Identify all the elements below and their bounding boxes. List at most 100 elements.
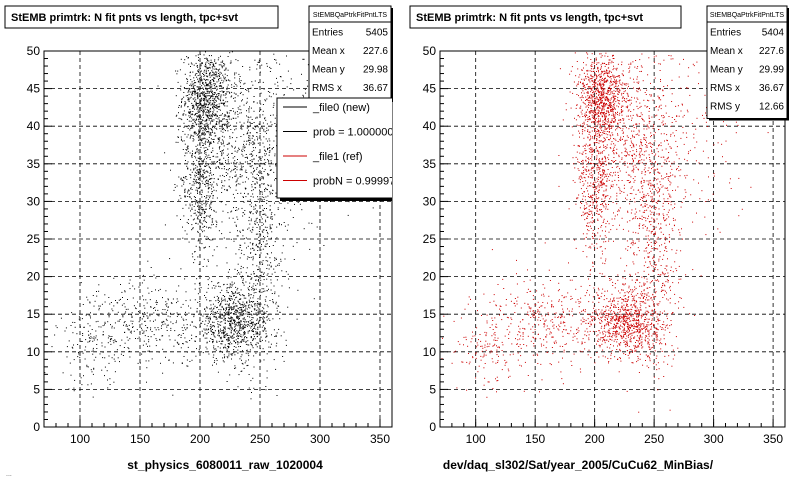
scatter-point <box>224 330 226 332</box>
scatter-point <box>223 166 225 167</box>
scatter-point <box>210 96 212 98</box>
scatter-point <box>228 347 229 349</box>
scatter-point <box>71 312 73 314</box>
scatter-point <box>150 267 152 268</box>
scatter-point <box>588 119 590 121</box>
scatter-point <box>117 320 119 322</box>
scatter-point <box>591 76 593 78</box>
scatter-point <box>225 162 226 164</box>
scatter-point <box>65 327 67 329</box>
scatter-point <box>210 310 212 312</box>
scatter-point <box>229 62 231 64</box>
scatter-point <box>209 101 211 103</box>
scatter-point <box>603 74 605 76</box>
scatter-point <box>266 253 268 254</box>
scatter-point <box>290 238 292 240</box>
scatter-point <box>586 73 588 75</box>
scatter-point <box>591 102 593 104</box>
scatter-point <box>137 338 139 340</box>
scatter-point <box>214 68 216 70</box>
scatter-point <box>602 100 603 102</box>
scatter-point <box>244 336 246 337</box>
scatter-point <box>229 298 231 300</box>
scatter-point <box>190 210 191 212</box>
scatter-point <box>597 122 599 124</box>
scatter-point <box>248 289 250 291</box>
scatter-point <box>153 312 155 314</box>
scatter-point <box>269 209 271 211</box>
scatter-point <box>104 294 106 296</box>
scatter-point <box>262 142 264 144</box>
scatter-point <box>227 335 228 336</box>
scatter-point <box>609 88 611 89</box>
scatter-point <box>208 67 210 69</box>
scatter-point <box>209 316 211 318</box>
scatter-point <box>203 161 205 163</box>
scatter-point <box>209 206 211 208</box>
scatter-point <box>591 87 593 89</box>
scatter-point <box>99 353 101 355</box>
scatter-point <box>599 123 601 125</box>
scatter-point <box>588 125 590 127</box>
scatter-point <box>253 289 255 291</box>
scatter-point <box>264 169 266 171</box>
scatter-point <box>249 297 251 299</box>
scatter-point <box>601 102 603 104</box>
scatter-point <box>264 190 266 192</box>
scatter-point <box>587 76 589 78</box>
scatter-point <box>235 185 237 187</box>
scatter-point <box>170 169 171 171</box>
scatter-point <box>203 209 205 211</box>
scatter-point <box>229 287 230 289</box>
scatter-point <box>204 98 206 100</box>
scatter-point <box>117 357 119 359</box>
scatter-point <box>251 228 253 230</box>
scatter-point <box>194 199 196 201</box>
scatter-point <box>205 57 207 59</box>
scatter-point <box>208 60 210 62</box>
scatter-point <box>219 321 221 323</box>
scatter-point <box>251 319 253 321</box>
scatter-point <box>147 316 149 318</box>
scatter-point <box>162 309 164 310</box>
scatter-point <box>239 82 241 84</box>
scatter-point <box>607 89 609 91</box>
scatter-point <box>234 111 236 113</box>
scatter-point <box>197 301 199 303</box>
scatter-point <box>277 264 278 266</box>
scatter-point <box>246 301 247 303</box>
scatter-point <box>254 288 256 290</box>
scatter-point <box>225 93 227 95</box>
scatter-point <box>603 62 605 64</box>
scatter-point <box>143 332 145 334</box>
scatter-point <box>241 340 242 342</box>
scatter-point <box>248 108 250 110</box>
scatter-point <box>125 308 127 310</box>
scatter-point <box>172 362 174 364</box>
scatter-point <box>147 327 149 329</box>
scatter-point <box>181 98 183 100</box>
scatter-point <box>210 81 212 83</box>
scatter-point <box>585 89 587 91</box>
scatter-point <box>249 135 251 137</box>
scatter-point <box>592 102 594 104</box>
scatter-point <box>188 190 190 192</box>
scatter-point <box>600 79 602 81</box>
scatter-point <box>155 329 157 331</box>
scatter-point <box>201 204 203 206</box>
scatter-point <box>235 146 236 148</box>
scatter-point <box>216 75 218 77</box>
scatter-point <box>204 125 206 127</box>
scatter-point <box>226 311 228 313</box>
scatter-point <box>222 128 223 130</box>
scatter-point <box>208 166 210 168</box>
scatter-point <box>236 216 238 218</box>
scatter-point <box>255 245 257 247</box>
scatter-point <box>246 89 248 91</box>
scatter-point <box>215 211 217 213</box>
scatter-point <box>256 309 257 311</box>
scatter-point <box>234 329 236 330</box>
scatter-point <box>581 95 583 97</box>
scatter-point <box>605 93 607 95</box>
scatter-point <box>208 317 210 319</box>
